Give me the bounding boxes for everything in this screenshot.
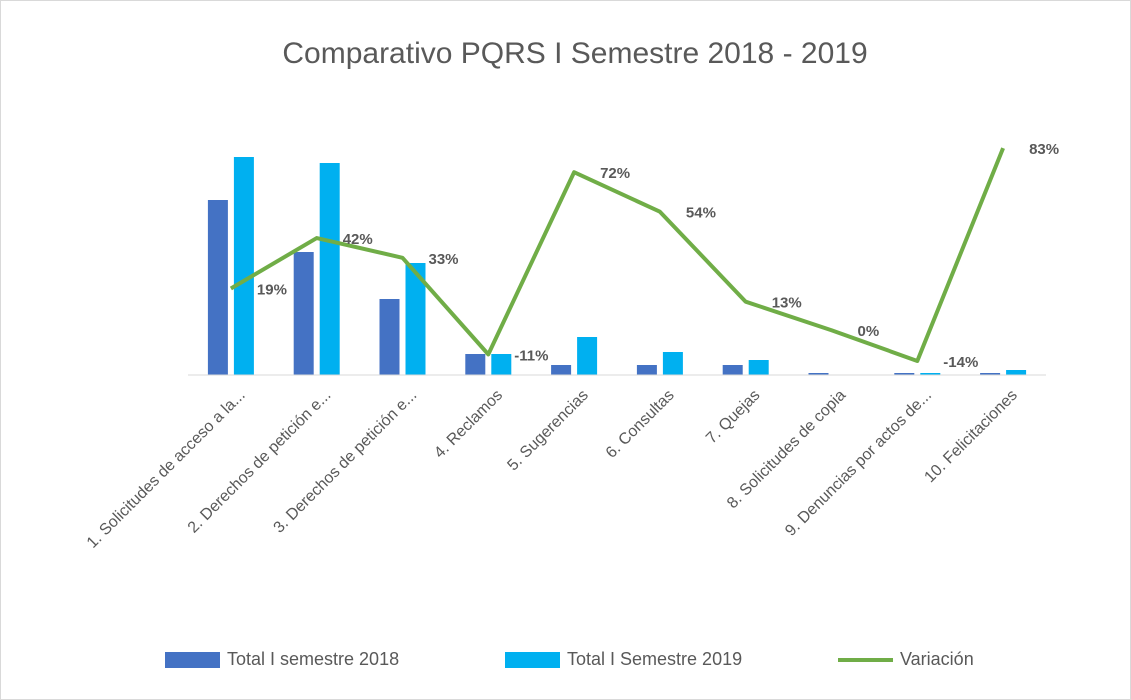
bar bbox=[405, 263, 426, 375]
bar bbox=[662, 352, 683, 375]
bar bbox=[748, 360, 769, 375]
line-series bbox=[229, 147, 1005, 363]
data-label: 33% bbox=[429, 251, 459, 268]
bar bbox=[491, 354, 512, 375]
bar bbox=[894, 373, 915, 375]
bar bbox=[379, 299, 400, 375]
bar bbox=[636, 365, 657, 375]
chart-title: Comparativo PQRS I Semestre 2018 - 2019 bbox=[282, 37, 867, 70]
data-label: 54% bbox=[686, 205, 716, 222]
bar bbox=[980, 373, 1001, 375]
data-label: -11% bbox=[514, 347, 548, 364]
bar bbox=[465, 354, 486, 375]
legend-label: Total I Semestre 2019 bbox=[567, 649, 742, 669]
legend-label: Total I semestre 2018 bbox=[227, 649, 399, 669]
bar bbox=[1006, 370, 1027, 375]
bar bbox=[233, 157, 254, 375]
bar bbox=[319, 163, 340, 375]
data-label: 13% bbox=[772, 295, 802, 312]
bar bbox=[722, 365, 743, 375]
bar bbox=[920, 373, 941, 375]
data-label: -14% bbox=[943, 354, 978, 371]
bar bbox=[207, 200, 228, 375]
data-label: 0% bbox=[858, 323, 880, 340]
data-label: 19% bbox=[257, 281, 287, 298]
legend-label: Variación bbox=[900, 649, 974, 669]
bar bbox=[551, 365, 572, 375]
data-label: 72% bbox=[600, 165, 630, 182]
bar bbox=[808, 373, 829, 375]
legend-swatch bbox=[505, 652, 560, 668]
bar bbox=[577, 337, 598, 375]
legend-swatch bbox=[165, 652, 220, 668]
data-label: 42% bbox=[343, 231, 373, 248]
data-label: 83% bbox=[1029, 141, 1059, 158]
bar bbox=[293, 252, 314, 375]
